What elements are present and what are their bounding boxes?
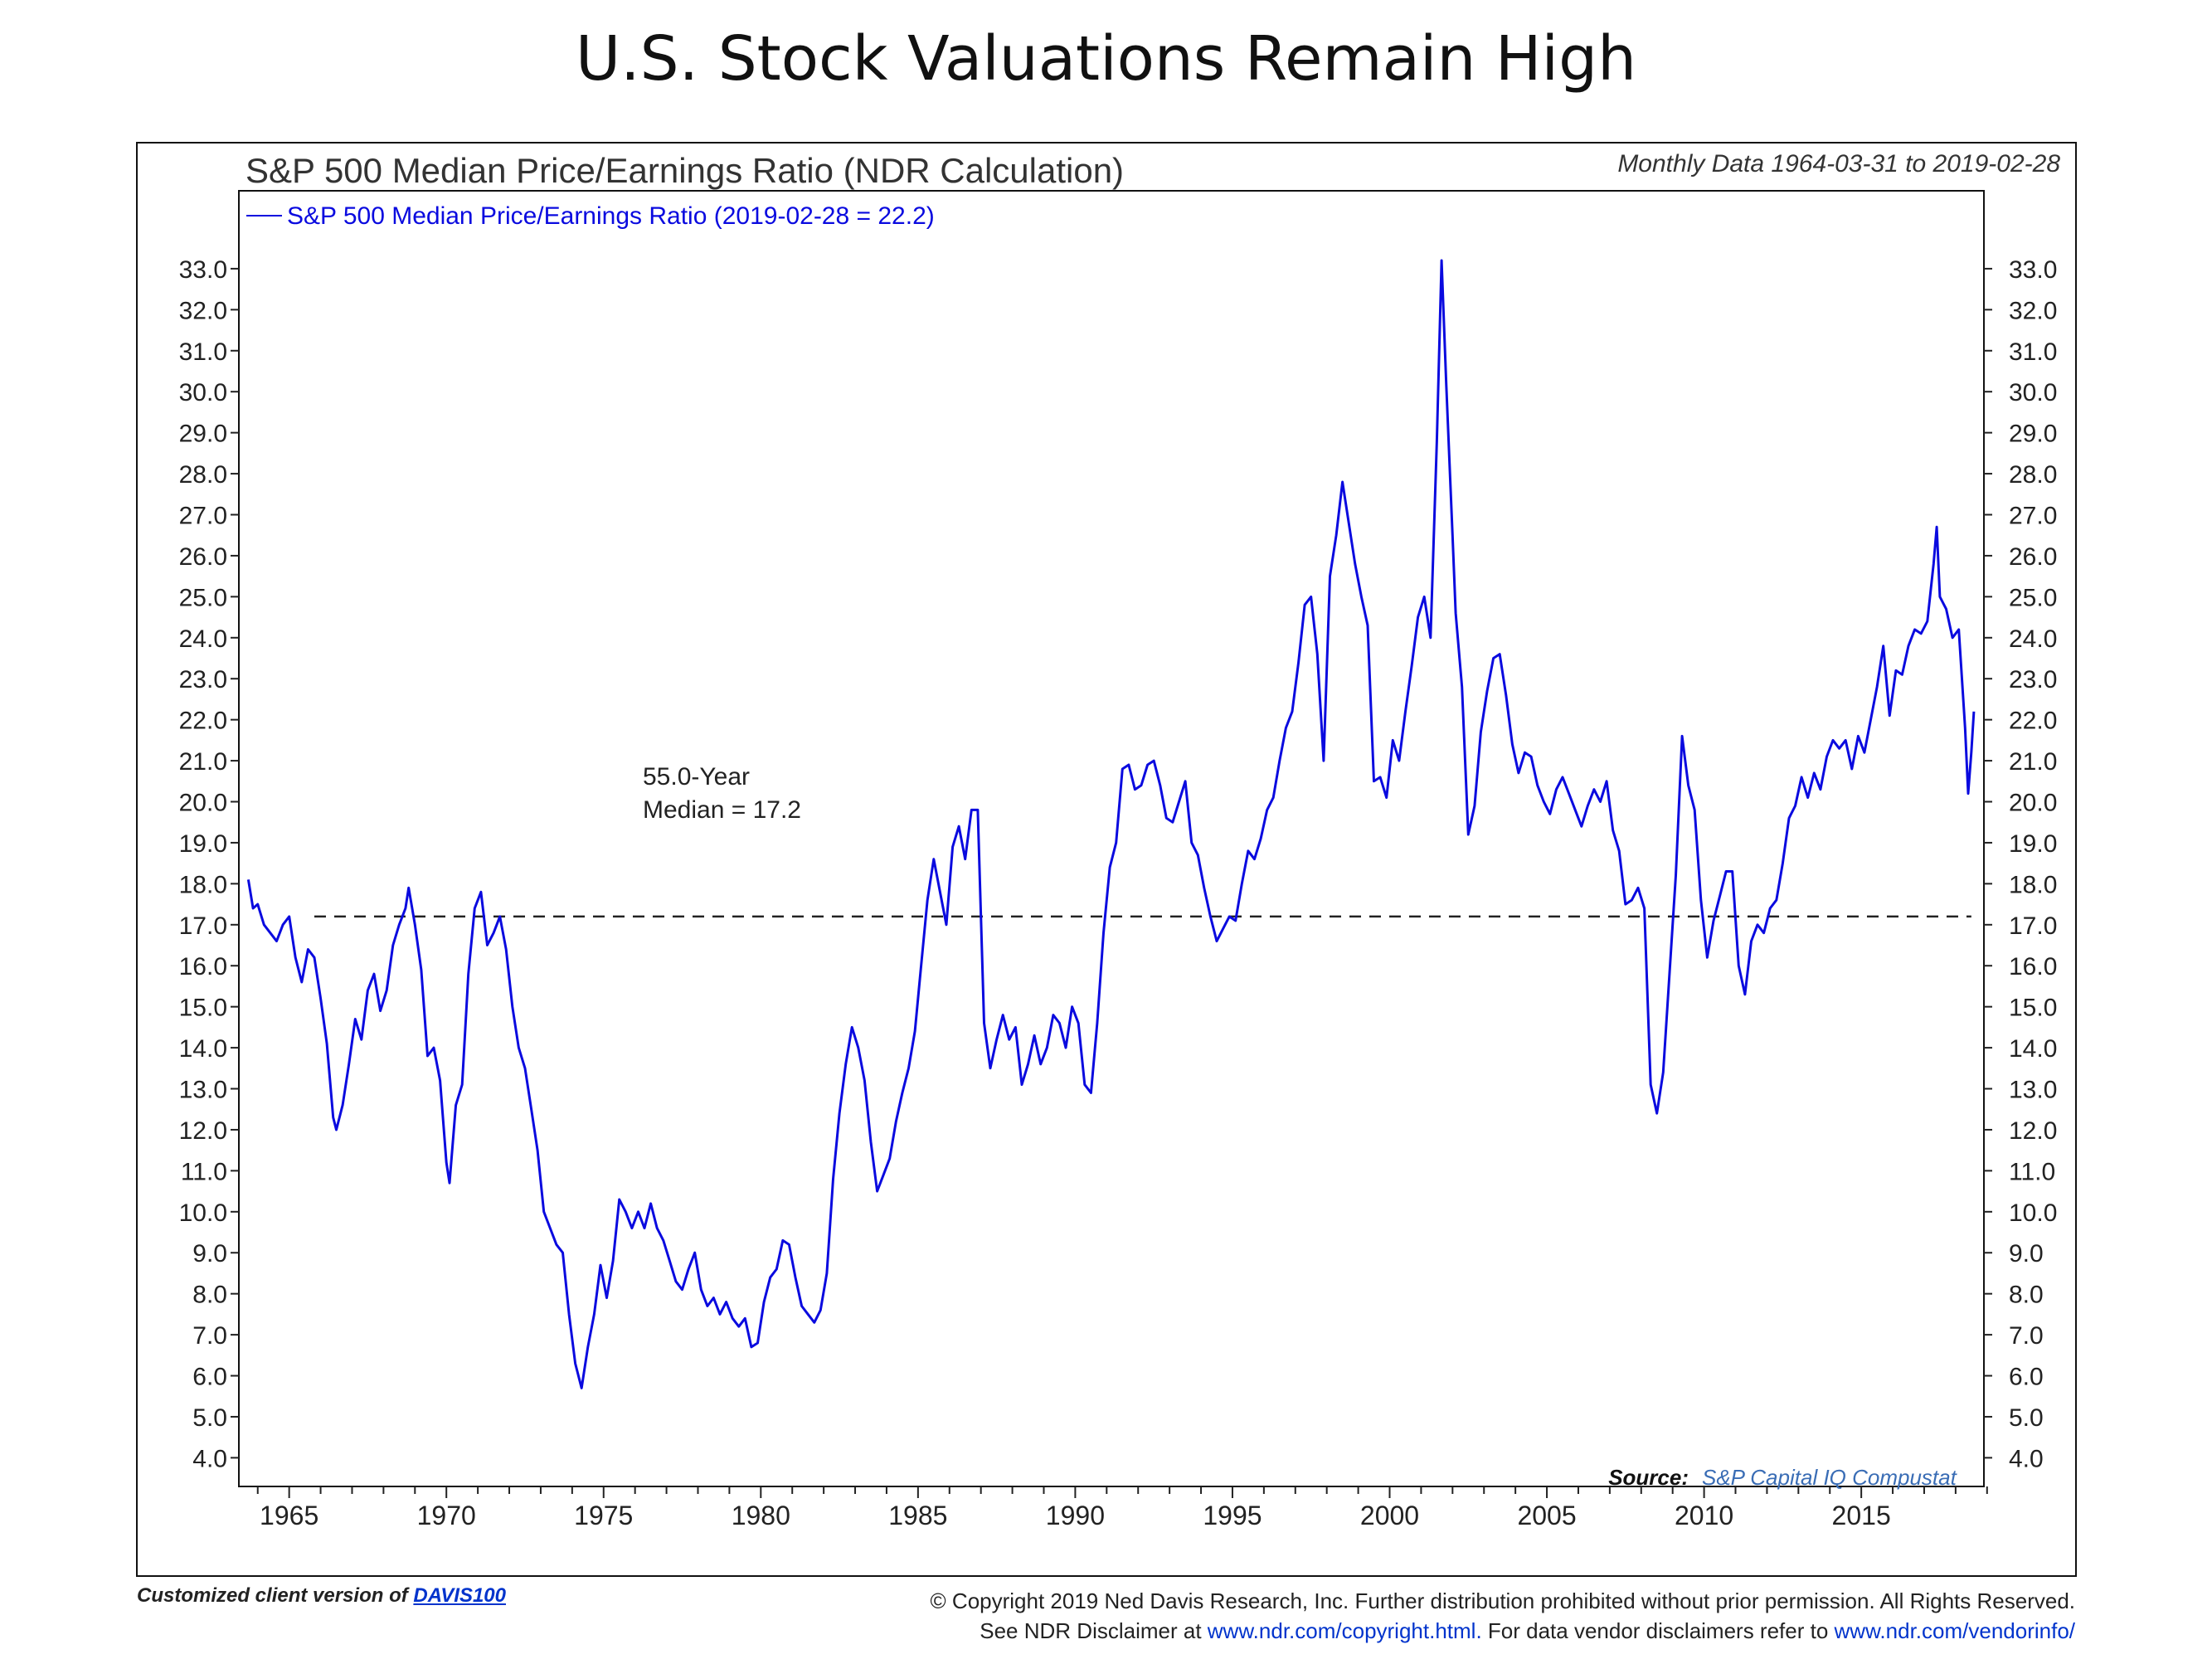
y-tick-label-right: 32.0	[2009, 297, 2057, 324]
y-tick-label-right: 26.0	[2009, 543, 2057, 571]
x-tick-label: 2000	[1360, 1501, 1419, 1530]
chart-title: S&P 500 Median Price/Earnings Ratio (NDR…	[246, 151, 1124, 190]
y-tick-label-left: 9.0	[192, 1240, 227, 1267]
page-title: U.S. Stock Valuations Remain High	[576, 23, 1636, 95]
y-tick-label-left: 11.0	[181, 1158, 227, 1185]
y-tick-label-right: 20.0	[2009, 790, 2057, 817]
y-tick-label-right: 29.0	[2009, 421, 2057, 448]
y-tick-label-right: 24.0	[2009, 625, 2057, 653]
y-tick-label-right: 8.0	[2009, 1282, 2044, 1309]
y-tick-label-right: 12.0	[2009, 1117, 2057, 1145]
y-tick-label-left: 30.0	[179, 379, 227, 406]
y-tick-label-left: 17.0	[179, 912, 227, 940]
y-tick-label-left: 26.0	[179, 543, 227, 571]
y-tick-label-left: 25.0	[179, 584, 227, 611]
y-tick-label-right: 27.0	[2009, 503, 2057, 530]
y-axis-left: 4.0 5.0 6.0 7.0 8.0 9.0 10.0 11.0 12.0 13.0 14.0 15…	[179, 256, 239, 1472]
y-tick-label-left: 6.0	[192, 1364, 227, 1391]
y-tick-label-left: 7.0	[192, 1322, 227, 1350]
y-tick-label-left: 4.0	[192, 1445, 227, 1472]
x-tick-label: 1970	[417, 1501, 476, 1530]
x-tick-label: 1980	[732, 1501, 790, 1530]
footer-copyright: © Copyright 2019 Ned Davis Research, Inc…	[930, 1588, 2075, 1613]
y-tick-label-left: 8.0	[192, 1282, 227, 1309]
y-tick-label-left: 31.0	[179, 338, 227, 366]
footer-client-version: Customized client version of DAVIS100	[137, 1584, 506, 1608]
footer-copyright-block: © Copyright 2019 Ned Davis Research, Inc…	[665, 1586, 2075, 1646]
y-tick-label-right: 25.0	[2009, 584, 2057, 611]
footer-client-prefix: Customized client version of	[137, 1584, 408, 1607]
x-tick-label: 1990	[1046, 1501, 1105, 1530]
footer-disclaimer: See NDR Disclaimer at www.ndr.com/copyri…	[665, 1616, 2075, 1646]
x-tick-label: 1985	[888, 1501, 947, 1530]
y-tick-label-right: 14.0	[2009, 1035, 2057, 1063]
source-value: S&P Capital IQ Compustat	[1702, 1465, 1958, 1490]
y-tick-label-left: 15.0	[179, 995, 227, 1022]
y-tick-label-left: 5.0	[192, 1404, 227, 1432]
series-line-pe-ratio	[246, 259, 1976, 1389]
y-tick-label-right: 19.0	[2009, 830, 2057, 858]
footer-vendorinfo-link[interactable]: www.ndr.com/vendorinfo/	[1834, 1618, 2075, 1643]
legend-label: S&P 500 Median Price/Earnings Ratio (201…	[287, 202, 935, 230]
x-tick-label: 2010	[1675, 1501, 1733, 1530]
data-range-label: Monthly Data 1964-03-31 to 2019-02-28	[1617, 150, 2060, 178]
y-tick-label-left: 22.0	[179, 708, 227, 735]
x-tick-label: 1965	[260, 1501, 318, 1530]
y-tick-label-right: 31.0	[2009, 338, 2057, 366]
y-tick-label-left: 21.0	[179, 748, 227, 776]
y-tick-label-left: 12.0	[179, 1117, 227, 1145]
x-tick-label: 1995	[1203, 1501, 1262, 1530]
y-tick-label-right: 11.0	[2009, 1158, 2055, 1185]
y-tick-label-right: 23.0	[2009, 666, 2057, 693]
y-tick-label-left: 32.0	[179, 297, 227, 324]
y-tick-label-left: 19.0	[179, 830, 227, 858]
y-tick-label-right: 16.0	[2009, 953, 2057, 980]
y-tick-label-left: 20.0	[179, 790, 227, 817]
y-tick-label-left: 29.0	[179, 421, 227, 448]
chart-frame	[136, 142, 2077, 1577]
x-tick-label: 2005	[1517, 1501, 1576, 1530]
y-tick-label-left: 28.0	[179, 461, 227, 489]
y-tick-label-right: 21.0	[2009, 748, 2057, 776]
footer-copyright-link[interactable]: www.ndr.com/copyright.html.	[1207, 1618, 1482, 1643]
x-tick-label: 2015	[1832, 1501, 1891, 1530]
median-annotation-line2: Median = 17.2	[643, 796, 801, 824]
y-tick-label-left: 18.0	[179, 871, 227, 898]
y-tick-label-right: 28.0	[2009, 461, 2057, 489]
y-tick-label-right: 17.0	[2009, 912, 2057, 940]
y-tick-label-right: 22.0	[2009, 708, 2057, 735]
y-tick-label-right: 15.0	[2009, 995, 2057, 1022]
y-tick-label-right: 6.0	[2009, 1364, 2044, 1391]
source-label: Source:	[1608, 1465, 1689, 1490]
y-tick-label-right: 18.0	[2009, 871, 2057, 898]
y-tick-label-left: 24.0	[179, 625, 227, 653]
footer-davis-link[interactable]: DAVIS100	[413, 1584, 506, 1607]
x-axis: 1965 1970 1975 1980 1985 1990 1995 2000 2005 2010…	[256, 1486, 1988, 1530]
y-tick-label-left: 27.0	[179, 503, 227, 530]
y-tick-label-left: 33.0	[179, 256, 227, 284]
footer-disclaimer-mid: For data vendor disclaimers refer to	[1487, 1618, 1829, 1643]
y-tick-label-right: 10.0	[2009, 1199, 2057, 1227]
y-tick-label-right: 9.0	[2009, 1240, 2044, 1267]
y-tick-label-right: 4.0	[2009, 1445, 2044, 1472]
y-tick-label-left: 23.0	[179, 666, 227, 693]
plot-area	[238, 190, 1985, 1487]
footer-disclaimer-prefix: See NDR Disclaimer at	[980, 1618, 1202, 1643]
y-tick-label-left: 10.0	[179, 1199, 227, 1227]
y-tick-label-left: 13.0	[179, 1077, 227, 1104]
y-tick-label-right: 5.0	[2009, 1404, 2044, 1432]
y-tick-label-right: 7.0	[2009, 1322, 2044, 1350]
y-tick-label-right: 33.0	[2009, 256, 2057, 284]
y-tick-label-right: 30.0	[2009, 379, 2057, 406]
median-annotation-line1: 55.0-Year	[643, 763, 750, 791]
y-axis-right: 4.0 5.0 6.0 7.0 8.0 9.0 10.0 11.0 12.0 13.0 14.0 15…	[1984, 256, 2057, 1472]
x-tick-label: 1975	[574, 1501, 633, 1530]
y-tick-label-left: 16.0	[179, 953, 227, 980]
y-tick-label-left: 14.0	[179, 1035, 227, 1063]
y-tick-label-right: 13.0	[2009, 1077, 2057, 1104]
